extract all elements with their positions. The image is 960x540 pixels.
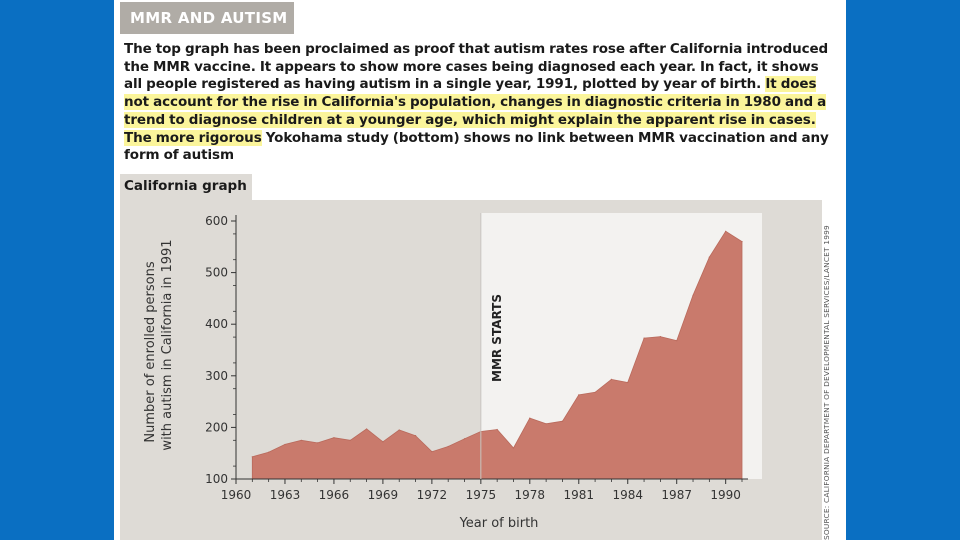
header-box: MMR AND AUTISM — [120, 2, 294, 34]
y-tick-label: 200 — [205, 420, 228, 434]
data-point — [627, 381, 629, 384]
caption-plain-after: Yokohama study (bottom) shows no link be… — [124, 129, 829, 164]
caption-text: The top graph has been proclaimed as pro… — [124, 41, 829, 165]
x-tick-label: 1969 — [368, 488, 399, 502]
data-point — [545, 423, 547, 425]
data-point — [398, 429, 400, 431]
x-tick-label: 1963 — [270, 488, 301, 502]
data-point — [512, 447, 515, 449]
x-tick-label: 1960 — [221, 488, 252, 502]
x-tick-label: 1975 — [466, 488, 497, 502]
x-tick-label: 1987 — [661, 488, 692, 502]
y-axis-label-line1: Number of enrolled persons — [143, 261, 158, 442]
data-point — [741, 241, 743, 243]
x-tick-label: 1966 — [319, 488, 350, 502]
data-point — [284, 443, 286, 446]
data-point — [317, 442, 319, 444]
page-title: MMR AND AUTISM — [130, 9, 288, 27]
data-point — [610, 378, 613, 381]
data-point — [414, 435, 417, 437]
data-point — [692, 294, 694, 296]
data-point — [463, 438, 466, 440]
data-point — [431, 451, 433, 453]
chart-title: California graph — [124, 178, 247, 194]
slide-panel: MMR AND AUTISM The top graph has been pr… — [114, 0, 846, 540]
x-tick-label: 1981 — [564, 488, 595, 502]
y-tick-label: 300 — [205, 369, 228, 383]
data-point — [382, 441, 384, 443]
data-point — [676, 340, 678, 342]
data-point — [496, 428, 498, 431]
data-point — [561, 420, 564, 422]
x-axis-label: Year of birth — [459, 516, 539, 531]
area-series — [251, 230, 743, 480]
mmr-starts-label: MMR STARTS — [490, 294, 504, 382]
chart-svg: 100 200 300 400 500 600 1960 1963 1966 1969 1972 19… — [143, 213, 762, 531]
x-tick-label: 1984 — [612, 488, 643, 502]
data-point — [659, 335, 661, 338]
y-tick-label: 500 — [205, 266, 228, 280]
data-point — [578, 394, 580, 396]
y-tick-label: 400 — [205, 317, 228, 331]
source-note: SOURCE: CALIFORNIA DEPARTMENT OF DEVELOP… — [822, 225, 831, 540]
data-point — [643, 337, 645, 339]
data-point — [300, 439, 302, 441]
y-tick-label: 600 — [205, 214, 228, 228]
data-point — [708, 256, 710, 258]
data-point — [529, 417, 531, 419]
caption-plain-before: The top graph has been proclaimed as pro… — [124, 41, 829, 93]
y-tick-label: 100 — [205, 472, 228, 486]
x-tick-label: 1990 — [710, 488, 741, 502]
x-tick-label: 1978 — [515, 488, 546, 502]
data-point — [594, 391, 596, 393]
data-point — [365, 428, 368, 430]
chart-panel-gap — [252, 174, 822, 200]
data-point — [725, 230, 727, 232]
data-point — [349, 439, 351, 441]
data-point — [447, 445, 449, 448]
data-point — [268, 451, 270, 453]
x-tick-label: 1972 — [417, 488, 448, 502]
data-point — [251, 456, 253, 458]
data-point — [333, 437, 335, 439]
y-axis-label-line2: with autism in California in 1991 — [160, 239, 175, 450]
chart-header: California graph — [120, 174, 252, 200]
